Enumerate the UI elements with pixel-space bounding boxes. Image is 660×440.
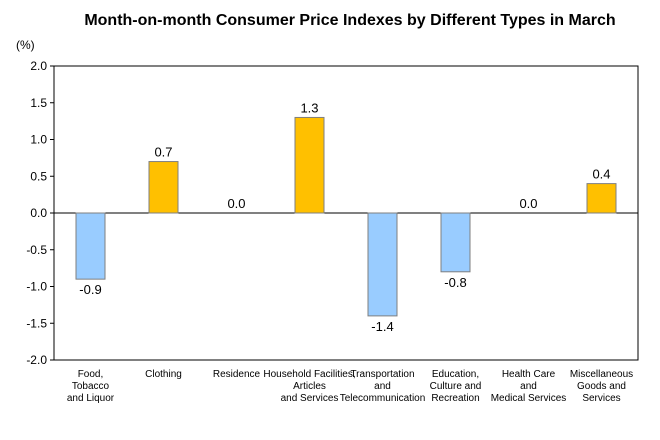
category-label-line: Food, [78,369,104,380]
y-tick-label: -1.0 [26,280,47,294]
data-label: 0.7 [154,145,172,160]
data-labels: -0.9 0.7 0.0 1.3 -1.4 -0.8 0.0 0.4 [79,100,610,333]
category-label-line: Goods and [577,381,626,392]
category-label-line: Services [582,393,620,404]
category-label-line: Recreation [431,393,479,404]
y-tick-label: 0.5 [30,169,47,183]
category-label: Food, Tobacco and Liquor [67,369,115,404]
data-label: -0.9 [79,282,101,297]
category-label: Household Facilities, Articles and Service… [263,369,355,404]
bar [440,212,471,273]
category-label: Miscellaneous Goods and Services [570,369,633,404]
y-tick-label: -1.5 [26,316,47,330]
category-label-line: Culture and [430,381,482,392]
category-label-line: Medical Services [491,393,567,404]
category-label-line: Telecommunication [340,393,426,404]
category-label-line: Transportation [350,369,414,380]
y-axis-unit: (%) [16,38,35,52]
data-label: 1.3 [300,100,318,115]
y-tick-label: 1.0 [30,133,47,147]
data-label: 0.0 [519,196,537,211]
category-label-line: Tobacco [72,381,110,392]
y-tick-label: -2.0 [26,353,47,367]
category-label-line: and Services [281,393,339,404]
category-label-line: Household Facilities, [263,369,355,380]
data-label: 0.0 [227,196,245,211]
y-axis: 2.0 1.5 1.0 0.5 0.0 -0.5 -1.0 -1.5 -2.0 [26,59,54,367]
data-label: -1.4 [371,319,393,334]
data-label: 0.4 [592,167,610,182]
category-label: Clothing [145,369,182,380]
y-tick-label: -0.5 [26,243,47,257]
chart-title: Month-on-month Consumer Price Indexes by… [84,12,616,29]
category-label-line: and [374,381,391,392]
category-label: Residence [213,369,261,380]
y-tick-label: 0.0 [30,206,47,220]
category-label-line: Articles [293,381,326,392]
category-label-line: Health Care [502,369,556,380]
y-tick-label: 2.0 [30,59,47,73]
category-label: Transportation and Telecommunication [340,369,426,404]
data-label: -0.8 [444,275,466,290]
category-label-line: Clothing [145,369,182,380]
y-tick-label: 1.5 [30,96,47,110]
bar [75,212,106,280]
category-label-line: and [520,381,537,392]
category-label: Health Care and Medical Services [491,369,567,404]
category-label: Education, Culture and Recreation [430,369,482,404]
bar [367,212,398,317]
category-label-line: Education, [432,369,479,380]
category-label-line: Residence [213,369,261,380]
category-label-line: Miscellaneous [570,369,633,380]
bars [75,116,617,317]
category-label-line: and Liquor [67,393,115,404]
bar [148,161,179,214]
bar [586,183,617,214]
bar [294,116,325,214]
